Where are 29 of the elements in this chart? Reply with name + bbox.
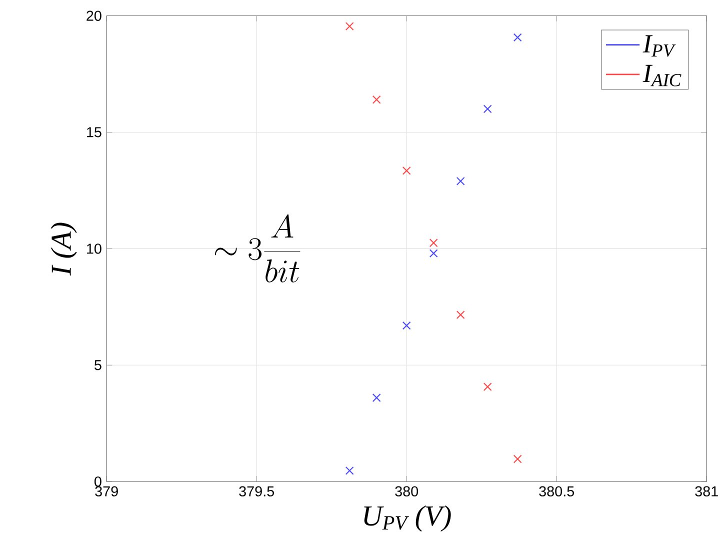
point <box>513 454 522 464</box>
annotation: $\sim 3\frac{A}{bit}$ <box>215 214 300 282</box>
point <box>513 33 522 42</box>
y-axis-title: I (A) <box>50 222 77 276</box>
y-tick-label: 0 <box>94 476 102 487</box>
point <box>402 166 411 175</box>
y-tick-label: 5 <box>94 360 102 370</box>
point <box>483 382 492 392</box>
y-tick-label: 20 <box>86 10 102 21</box>
point <box>345 22 354 31</box>
x-tick-label: 380.5 <box>539 486 574 496</box>
legend-label: I$_{PV}$ <box>642 35 676 57</box>
x-tick-label: 379 <box>95 486 118 496</box>
x-tick-label: 379.5 <box>239 486 274 496</box>
point <box>456 310 465 320</box>
point <box>456 176 465 186</box>
x-tick-label: 380 <box>395 486 418 496</box>
point <box>402 321 411 330</box>
legend-label: I$_{AIC}$ <box>642 64 682 86</box>
point <box>429 249 438 258</box>
x-axis-title: U$_{PV}$ (V) <box>364 505 451 532</box>
point <box>483 104 492 114</box>
point <box>372 95 381 104</box>
x-tick-label: 381 <box>695 486 718 496</box>
y-tick-label: 15 <box>87 127 102 138</box>
y-tick-label: 10 <box>87 244 102 254</box>
point <box>429 238 438 248</box>
point <box>372 394 381 402</box>
point <box>345 466 354 475</box>
